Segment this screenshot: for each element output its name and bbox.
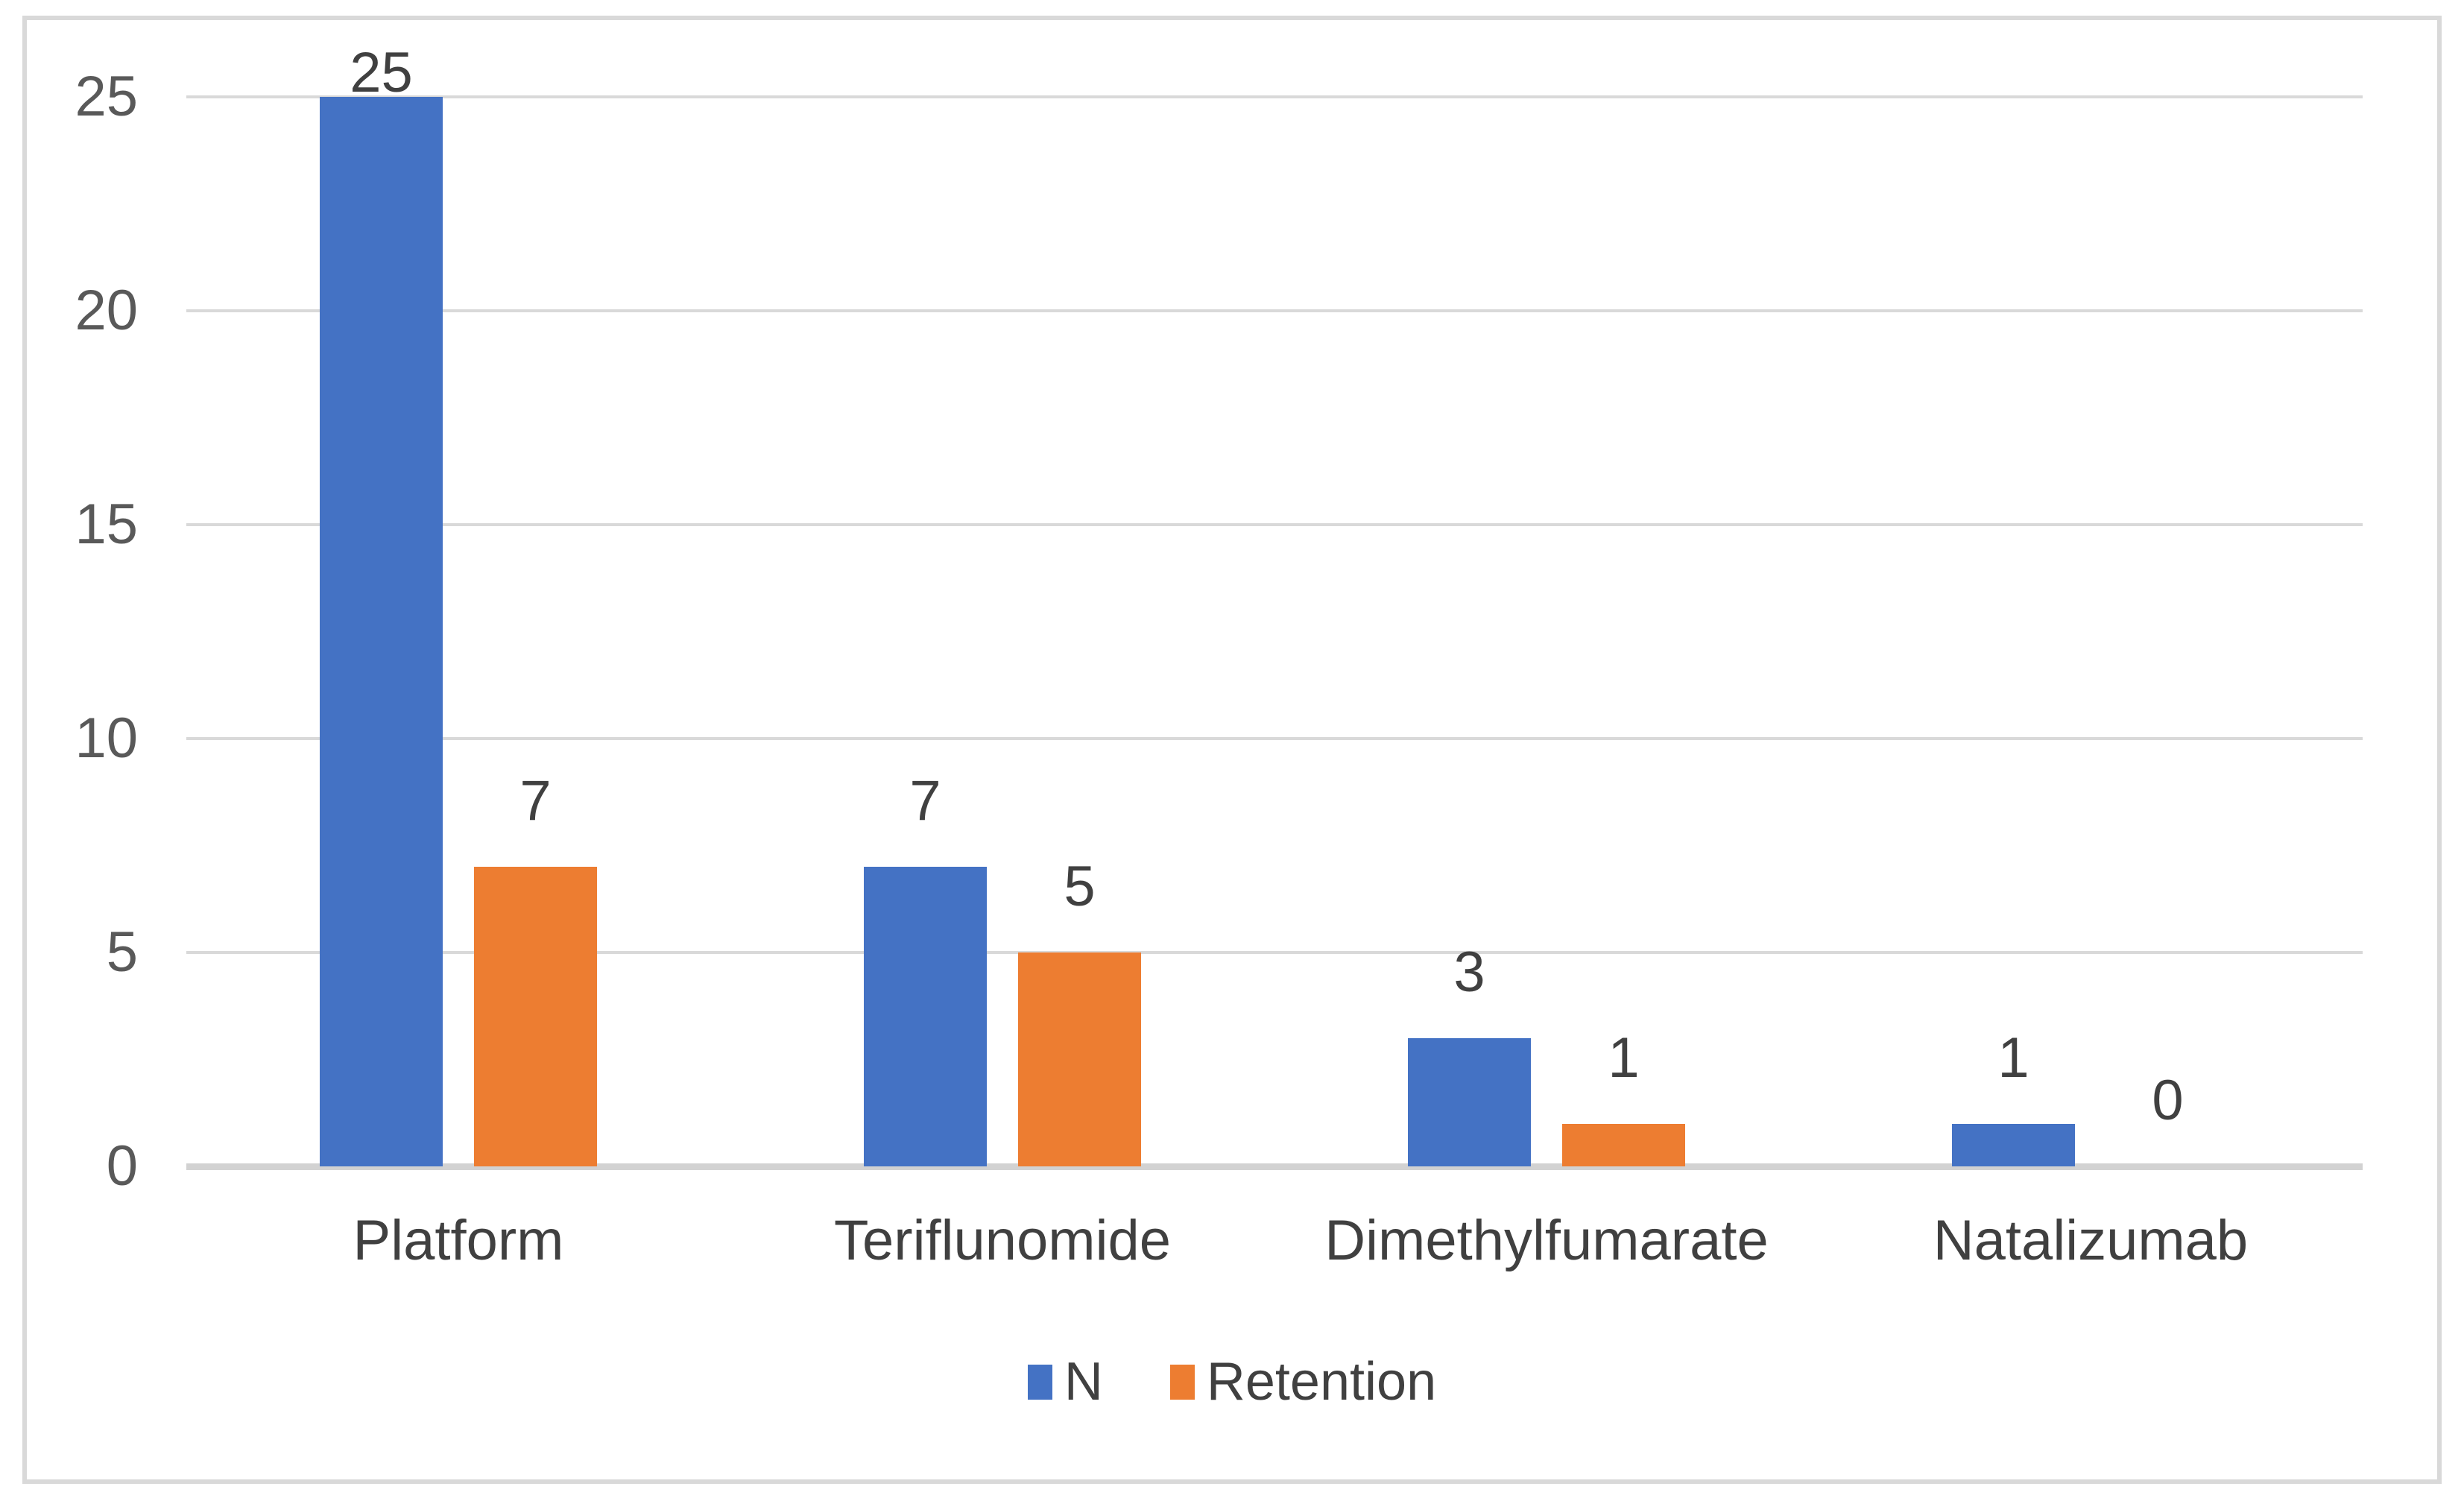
y-tick-label-0: 0 bbox=[106, 1134, 138, 1198]
gridline-5 bbox=[186, 951, 2363, 954]
legend-swatch-retention-icon bbox=[1169, 1364, 1195, 1400]
x-axis-line bbox=[186, 1163, 2363, 1170]
bar-retention-platform bbox=[474, 867, 597, 1166]
legend: N Retention bbox=[0, 1350, 2464, 1413]
gridline-15 bbox=[186, 523, 2363, 526]
bar-group-platform: 25 7 bbox=[186, 0, 730, 1166]
bar-retention-teriflunomide bbox=[1018, 952, 1141, 1166]
plot-area: 25 7 7 5 3 1 1 0 bbox=[186, 0, 2363, 1166]
y-tick-label-5: 5 bbox=[106, 920, 138, 984]
bar-n-natalizumab bbox=[1952, 1123, 2075, 1166]
y-tick-label-25: 25 bbox=[75, 65, 138, 128]
bar-n-teriflunomide bbox=[864, 867, 987, 1166]
data-label-retention-natalizumab: 0 bbox=[2152, 1069, 2184, 1132]
legend-label-retention: Retention bbox=[1206, 1352, 1437, 1412]
data-label-retention-dimethylfumarate: 1 bbox=[1608, 1026, 1640, 1090]
data-label-retention-platform: 7 bbox=[519, 769, 552, 833]
y-tick-label-15: 15 bbox=[75, 493, 138, 556]
category-label-natalizumab: Natalizumab bbox=[1933, 1209, 2249, 1272]
data-label-n-teriflunomide: 7 bbox=[909, 769, 941, 833]
y-tick-label-10: 10 bbox=[75, 707, 138, 770]
data-label-n-natalizumab: 1 bbox=[1997, 1026, 2029, 1090]
bar-n-dimethylfumarate bbox=[1408, 1037, 1531, 1166]
y-tick-label-20: 20 bbox=[75, 279, 138, 342]
legend-swatch-n-icon bbox=[1027, 1364, 1052, 1400]
legend-item-retention: Retention bbox=[1169, 1350, 1437, 1413]
bar-n-platform bbox=[320, 97, 443, 1166]
legend-item-n: N bbox=[1027, 1350, 1103, 1413]
category-label-teriflunomide: Teriflunomide bbox=[834, 1209, 1171, 1272]
data-label-retention-teriflunomide: 5 bbox=[1064, 855, 1096, 918]
data-label-n-platform: 25 bbox=[350, 41, 413, 104]
category-label-dimethylfumarate: Dimethylfumarate bbox=[1324, 1209, 1769, 1272]
gridline-20 bbox=[186, 309, 2363, 312]
legend-label-n: N bbox=[1064, 1352, 1103, 1412]
bar-retention-dimethylfumarate bbox=[1562, 1123, 1685, 1166]
category-label-platform: Platform bbox=[353, 1209, 564, 1272]
data-label-n-dimethylfumarate: 3 bbox=[1453, 940, 1485, 1004]
gridline-10 bbox=[186, 737, 2363, 740]
gridline-25 bbox=[186, 95, 2363, 98]
